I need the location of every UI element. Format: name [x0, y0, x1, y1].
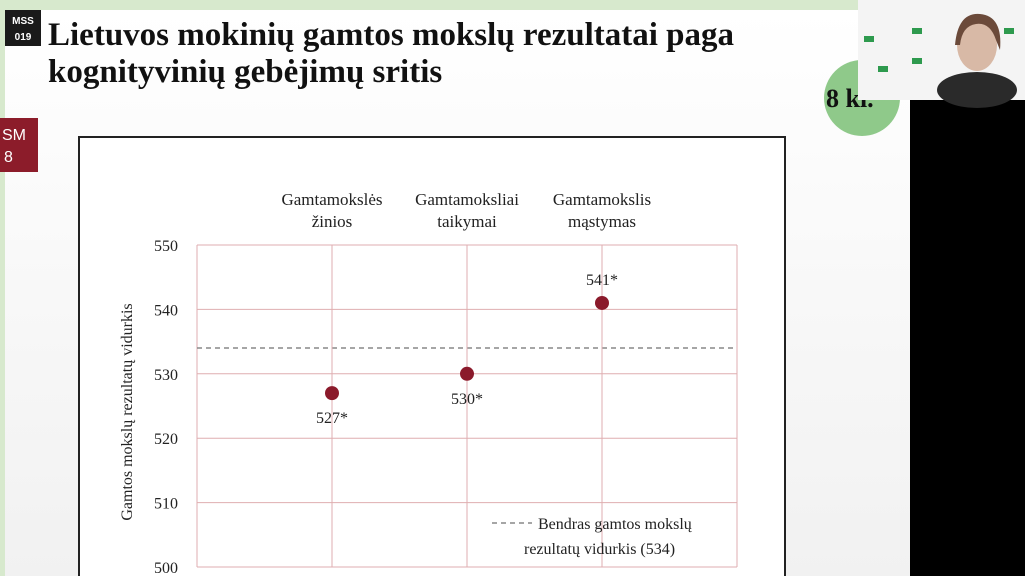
value-label: 527*	[316, 410, 348, 427]
category-label: taikymai	[437, 212, 497, 231]
category-label: Gamtamokslis	[553, 190, 651, 209]
slide-title: Lietuvos mokinių gamtos mokslų rezultata…	[48, 17, 734, 53]
logos	[864, 28, 1014, 72]
value-label: 541*	[586, 272, 618, 289]
slide-title: kognityvinių gebėjimų sritis	[48, 54, 442, 90]
category-label: Gamtamoksliai	[415, 190, 519, 209]
point	[460, 366, 474, 381]
legend-label: rezultatų vidurkis (534)	[524, 541, 675, 558]
y-tick-label: 550	[154, 238, 178, 255]
y-tick-label: 500	[154, 560, 178, 576]
y-tick-label: 530	[154, 367, 178, 384]
logo	[5, 10, 41, 46]
person	[937, 72, 1017, 108]
point	[595, 295, 609, 310]
category-label: mąstymas	[568, 212, 636, 231]
badge-text: SM	[2, 127, 26, 144]
person	[955, 13, 1001, 51]
y-axis-label: Gamtos mokslų rezultatų vidurkis	[119, 303, 136, 520]
badge	[0, 118, 38, 172]
badge-text: 8	[4, 149, 13, 166]
logo-text: MSS	[12, 16, 34, 27]
y-tick-label: 510	[154, 496, 178, 513]
legend-label: Bendras gamtos mokslų	[538, 516, 693, 533]
logo-text: 019	[15, 32, 32, 43]
y-tick-label: 520	[154, 431, 178, 448]
category-label: žinios	[312, 212, 353, 231]
value-label: 530*	[451, 391, 483, 408]
person	[957, 19, 997, 71]
video-panel	[910, 100, 1025, 576]
category-label: Gamtamokslės	[281, 190, 382, 209]
y-tick-label: 540	[154, 302, 178, 319]
chart: 500 510 520 530 540 550 Gamtos mokslų rezultat…	[119, 190, 738, 576]
point	[325, 386, 339, 401]
